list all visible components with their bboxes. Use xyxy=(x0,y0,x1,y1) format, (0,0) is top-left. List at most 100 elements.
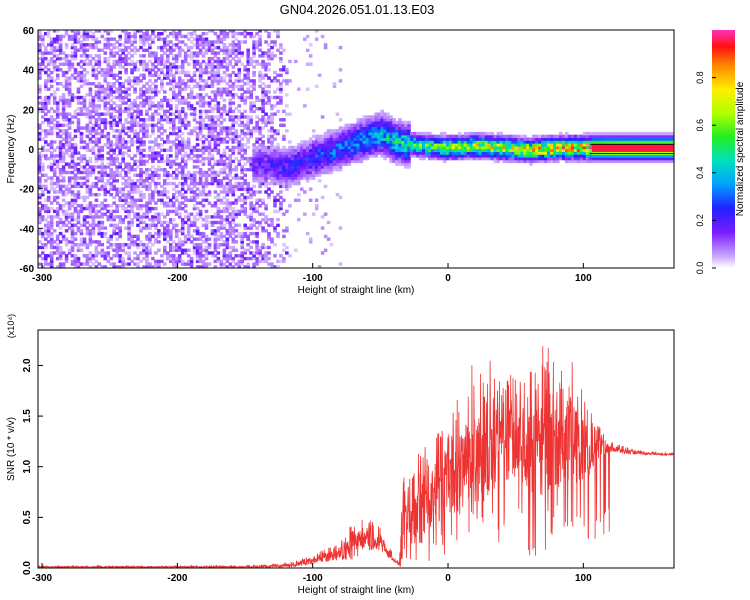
spectrogram-cell xyxy=(216,159,221,164)
spectrogram-cell xyxy=(192,223,197,227)
spectrogram-cell xyxy=(386,143,390,147)
spectrogram-cell xyxy=(329,134,334,139)
spectrogram-cell xyxy=(213,254,218,258)
spectrogram-cell xyxy=(124,131,128,136)
spectrogram-cell xyxy=(49,93,54,97)
spectrogram-cell xyxy=(82,170,87,175)
spectrogram-cell xyxy=(279,43,283,47)
spectrogram-cell xyxy=(201,118,206,122)
spectrogram-cell xyxy=(198,104,203,108)
spectrogram-cell xyxy=(198,148,203,152)
spectrogram-cell xyxy=(326,159,331,164)
spectrogram-cell xyxy=(273,165,277,169)
spectrogram-cell xyxy=(195,193,200,197)
spectrogram-cell xyxy=(49,162,54,166)
spectrogram-cell xyxy=(457,134,462,139)
spectrogram-cell xyxy=(82,218,87,222)
spectrogram-cell xyxy=(189,45,194,50)
spectrogram-cell xyxy=(106,162,111,166)
spectrogram-cell xyxy=(222,195,227,200)
spectrogram-cell xyxy=(258,184,262,189)
spectrogram-cell xyxy=(219,159,224,164)
spectrogram-cell xyxy=(457,156,462,161)
spectrogram-cell xyxy=(320,145,325,150)
spectrogram-cell xyxy=(326,154,331,158)
spectrogram-cell xyxy=(204,137,209,141)
spectrogram-cell xyxy=(44,198,48,202)
spectrogram-cell xyxy=(44,256,48,261)
spectrogram-cell xyxy=(246,226,250,230)
spectrogram-cell xyxy=(142,40,146,44)
spectrogram-cell xyxy=(103,187,108,191)
spectrogram-cell xyxy=(73,243,78,247)
spectrogram-cell xyxy=(261,54,265,58)
spectrogram-cell xyxy=(282,156,286,161)
spectrogram-cell xyxy=(228,118,233,122)
spectrogram-cell xyxy=(270,179,274,183)
spectrogram-cell xyxy=(157,120,161,125)
spectrogram-cell xyxy=(58,220,63,225)
spectrogram-cell xyxy=(180,248,185,252)
spectrogram-cell xyxy=(106,254,111,258)
spectrogram-cell xyxy=(121,198,125,202)
spectrogram-cell xyxy=(94,251,99,255)
spectrogram-cell xyxy=(249,118,253,122)
spectrogram-cell xyxy=(311,145,316,150)
spectrogram-cell xyxy=(61,204,66,208)
spectrogram-cell xyxy=(416,137,420,141)
spectrogram-cell xyxy=(70,154,75,158)
spectrogram-cell xyxy=(204,245,209,250)
spectrogram-cell xyxy=(240,131,244,136)
spectrogram-cell xyxy=(142,215,146,219)
spectrogram-cell xyxy=(428,143,432,147)
spectrogram-cell xyxy=(240,168,244,172)
spectrogram-cell xyxy=(505,148,509,152)
spectrogram-cell xyxy=(41,98,45,102)
spectrogram-cell xyxy=(267,176,271,180)
spectrogram-cell xyxy=(166,82,170,86)
spectrogram-cell xyxy=(195,237,200,241)
spectrogram-cell xyxy=(314,37,319,41)
spectrogram-cell xyxy=(124,34,128,39)
spectrogram-cell xyxy=(216,184,221,189)
spectrogram-cell xyxy=(326,145,331,150)
spectrogram-cell xyxy=(177,204,182,208)
spectrogram-cell xyxy=(121,126,125,130)
spectrogram-cell xyxy=(213,98,218,102)
spectrogram-cell xyxy=(106,131,111,136)
spectrogram-cell xyxy=(365,115,370,119)
spectrogram-cell xyxy=(294,181,298,186)
spectrogram-cell xyxy=(228,254,233,258)
spectrogram-cell xyxy=(210,30,215,33)
spectrogram-cell xyxy=(484,156,489,161)
spectrogram-cell xyxy=(76,195,81,200)
spectrogram-cell xyxy=(100,120,105,125)
spectrogram-cell xyxy=(52,170,57,175)
spectrogram-cell xyxy=(130,220,134,225)
spectrogram-cell xyxy=(213,40,218,44)
spectrogram-cell xyxy=(121,206,125,211)
spectrogram-cell xyxy=(297,148,301,152)
spectrogram-cell xyxy=(121,65,125,69)
spectrogram-cell xyxy=(148,118,152,122)
spectrogram-cell xyxy=(61,101,66,105)
spectrogram-cell xyxy=(252,51,256,55)
spectrogram-cell xyxy=(210,109,215,114)
spectrogram-cell xyxy=(270,129,274,133)
spectrogram-cell xyxy=(276,259,280,264)
spectrogram-cell xyxy=(61,98,66,102)
spectrogram-cell xyxy=(308,240,313,244)
spectrogram-cell xyxy=(392,140,396,144)
spectrogram-cell xyxy=(172,223,176,227)
spectrogram-cell xyxy=(91,107,96,111)
spectrogram-cell xyxy=(49,59,54,64)
spectrogram-cell xyxy=(413,140,417,144)
spectrogram-cell xyxy=(189,145,194,150)
spectrogram-cell xyxy=(127,98,131,102)
spectrogram-cell xyxy=(386,134,390,139)
spectrogram-cell xyxy=(207,154,212,158)
spectrogram-cell xyxy=(264,123,268,127)
spectrogram-cell xyxy=(186,254,191,258)
spectrogram-cell xyxy=(186,104,191,108)
spectrogram-cell xyxy=(207,156,212,161)
